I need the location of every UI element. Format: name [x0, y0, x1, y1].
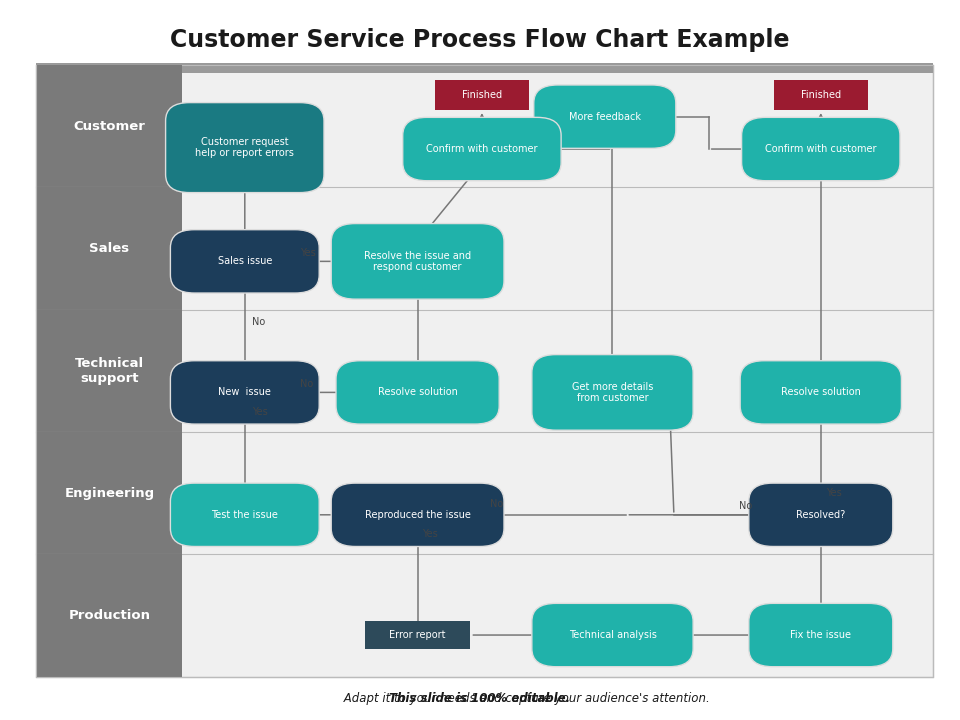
FancyBboxPatch shape — [331, 223, 504, 300]
FancyBboxPatch shape — [749, 483, 893, 546]
Text: No: No — [300, 379, 313, 389]
Text: Resolved?: Resolved? — [796, 510, 846, 520]
Text: Yes: Yes — [422, 529, 438, 539]
Text: No: No — [252, 317, 266, 327]
Text: Finished: Finished — [462, 90, 502, 100]
Text: Resolve the issue and
respond customer: Resolve the issue and respond customer — [364, 251, 471, 272]
Text: Reproduced the issue: Reproduced the issue — [365, 510, 470, 520]
Text: Sales: Sales — [89, 242, 130, 255]
Text: Customer Service Process Flow Chart Example: Customer Service Process Flow Chart Exam… — [170, 27, 790, 52]
Text: Yes: Yes — [300, 248, 316, 258]
Text: Yes: Yes — [826, 487, 841, 498]
Text: Confirm with customer: Confirm with customer — [426, 144, 538, 154]
FancyBboxPatch shape — [36, 554, 182, 677]
Text: Technical analysis: Technical analysis — [568, 630, 657, 640]
FancyBboxPatch shape — [435, 80, 529, 110]
FancyBboxPatch shape — [532, 355, 693, 431]
Text: This slide is 100% editable.: This slide is 100% editable. — [390, 692, 570, 705]
FancyBboxPatch shape — [749, 603, 893, 667]
FancyBboxPatch shape — [36, 187, 182, 310]
Text: No: No — [739, 501, 753, 511]
Text: Adapt it to your needs and capture your audience's attention.: Adapt it to your needs and capture your … — [251, 692, 709, 705]
FancyBboxPatch shape — [403, 117, 561, 181]
FancyBboxPatch shape — [365, 621, 470, 649]
FancyBboxPatch shape — [331, 483, 504, 546]
FancyBboxPatch shape — [36, 310, 182, 432]
FancyBboxPatch shape — [740, 361, 901, 424]
Text: Production: Production — [68, 609, 151, 622]
Text: Customer request
help or report errors: Customer request help or report errors — [196, 137, 294, 158]
Text: Sales issue: Sales issue — [218, 256, 272, 266]
Text: Yes: Yes — [252, 407, 268, 417]
Text: Test the issue: Test the issue — [211, 510, 278, 520]
FancyBboxPatch shape — [336, 361, 499, 424]
FancyBboxPatch shape — [166, 102, 324, 192]
Text: Resolve solution: Resolve solution — [377, 387, 458, 397]
Text: Technical
support: Technical support — [75, 357, 144, 384]
FancyBboxPatch shape — [774, 80, 868, 110]
FancyBboxPatch shape — [741, 117, 900, 181]
Text: Resolve solution: Resolve solution — [780, 387, 861, 397]
FancyBboxPatch shape — [171, 230, 319, 293]
FancyBboxPatch shape — [36, 65, 933, 677]
FancyBboxPatch shape — [171, 483, 319, 546]
Text: Error report: Error report — [390, 630, 445, 640]
FancyBboxPatch shape — [534, 85, 676, 148]
Text: Engineering: Engineering — [64, 487, 155, 500]
FancyBboxPatch shape — [36, 63, 933, 73]
Text: Finished: Finished — [801, 90, 841, 100]
Text: Confirm with customer: Confirm with customer — [765, 144, 876, 154]
FancyBboxPatch shape — [36, 65, 182, 187]
Text: Customer: Customer — [74, 120, 145, 132]
Text: No: No — [490, 499, 503, 509]
FancyBboxPatch shape — [532, 603, 693, 667]
Text: New  issue: New issue — [218, 387, 272, 397]
Text: Get more details
from customer: Get more details from customer — [572, 382, 653, 403]
Text: Fix the issue: Fix the issue — [790, 630, 852, 640]
FancyBboxPatch shape — [171, 361, 319, 424]
Text: More feedback: More feedback — [568, 112, 641, 122]
FancyBboxPatch shape — [36, 432, 182, 554]
